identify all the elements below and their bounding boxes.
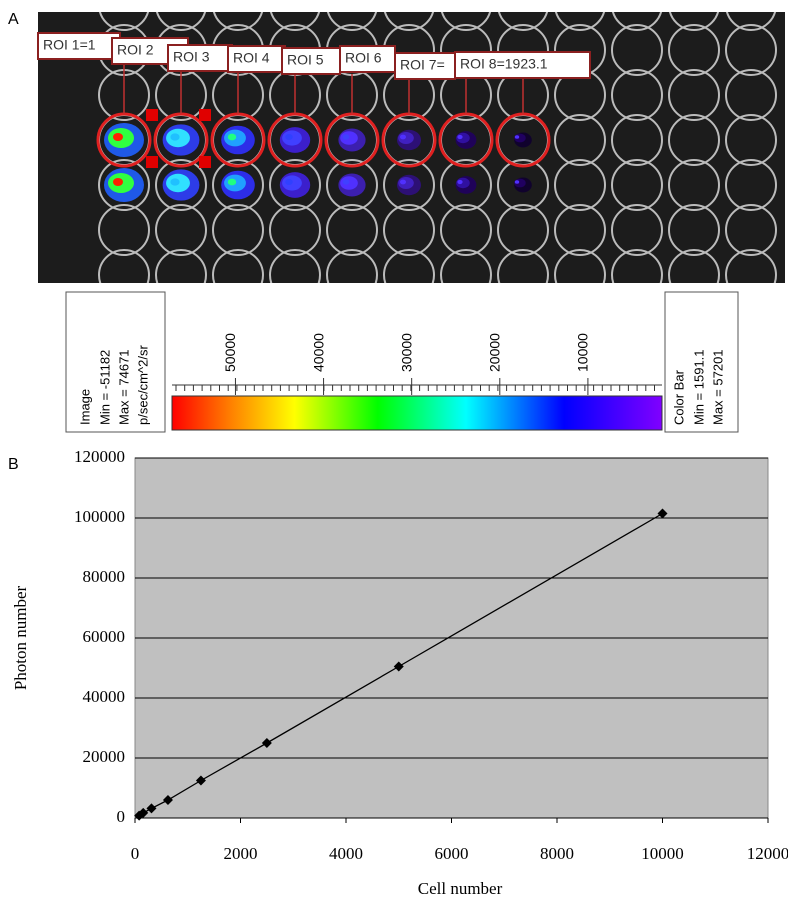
roi-label: ROI 4 [233,50,270,66]
colorbar-tick-label: 10000 [575,333,591,372]
page: {"panel_labels": ["A", "B"], "roi_labels… [0,0,788,912]
signal [400,135,406,140]
colorbar-tick-label: 40000 [310,333,326,372]
selection-handle [199,109,211,121]
roi-label: ROI 7= [400,57,445,73]
y-tick-label: 120000 [74,447,125,466]
selection-handle [199,156,211,168]
signal [457,180,462,184]
figure: A B Image Min = -51182 Max = 74671 p/sec… [0,0,788,907]
x-tick-label: 0 [131,844,140,863]
roi-label: ROI 3 [173,49,210,65]
x-tick-label: 2000 [224,844,258,863]
panel-label: B [8,456,19,473]
signal [343,134,350,139]
x-tick-label: 8000 [540,844,574,863]
info-unit: p/sec/cm^2/sr [135,345,150,425]
x-tick-label: 12000 [747,844,788,863]
roi-label: ROI 8=1923.1 [460,56,548,72]
info-title: Image [77,389,92,425]
signal [170,133,179,140]
selection-handle [146,156,158,168]
y-axis-title: Photon number [11,585,30,690]
y-tick-label: 0 [117,807,126,826]
y-tick-label: 40000 [83,687,126,706]
x-tick-label: 4000 [329,844,363,863]
colorbar-title: Color Bar [671,369,686,425]
color-bar [172,396,662,430]
selection-handle [146,109,158,121]
colorbar-tick-label: 50000 [222,333,238,372]
x-tick-label: 10000 [641,844,684,863]
roi-label: ROI 2 [117,42,154,58]
signal [228,134,236,141]
roi-label: ROI 1=1 [43,37,96,53]
signal [457,135,462,139]
colorbar-tick-label: 30000 [398,333,414,372]
info-max: Max = 74671 [116,349,131,425]
roi-label: ROI 6 [345,50,382,66]
colorbar-tick-label: 20000 [486,333,502,372]
signal [515,180,519,184]
signal [228,179,236,186]
info-min: Min = -51182 [97,350,112,425]
signal [285,134,293,140]
signal [515,135,519,139]
signal [343,179,350,184]
y-tick-label: 20000 [83,747,126,766]
y-tick-label: 100000 [74,507,125,526]
x-axis-title: Cell number [418,879,503,898]
y-tick-label: 80000 [83,567,126,586]
y-tick-label: 60000 [83,627,126,646]
roi-label: ROI 5 [287,52,324,68]
signal [285,179,293,185]
panel-label: A [8,11,19,28]
colorbar-max: Max = 57201 [710,349,725,425]
colorbar-min: Min = 1591.1 [691,349,706,425]
x-tick-label: 6000 [435,844,469,863]
signal [113,178,123,186]
signal [170,178,179,185]
signal [400,180,406,185]
signal [113,133,123,141]
